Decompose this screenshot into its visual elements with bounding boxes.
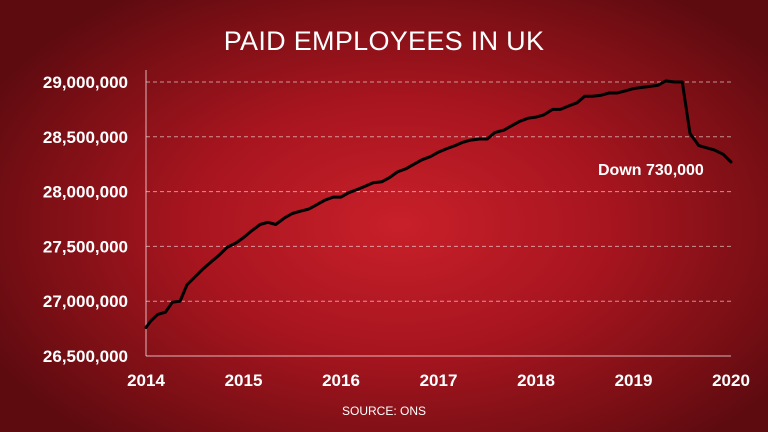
x-tick-label: 2019: [615, 371, 653, 390]
series-line: [144, 79, 733, 329]
annotation-label: Down 730,000: [598, 162, 704, 179]
y-tick-label: 27,500,000: [43, 237, 128, 256]
y-tick-label: 29,000,000: [43, 73, 128, 92]
x-tick-label: 2018: [517, 371, 555, 390]
y-tick-label: 28,000,000: [43, 183, 128, 202]
y-tick-label: 26,500,000: [43, 347, 128, 366]
y-tick-label: 27,000,000: [43, 292, 128, 311]
source-note: SOURCE: ONS: [341, 404, 426, 418]
chart-title: PAID EMPLOYEES IN UK: [223, 26, 545, 56]
x-tick-label: 2020: [712, 371, 750, 390]
x-tick-label: 2016: [322, 371, 360, 390]
y-tick-label: 28,500,000: [43, 128, 128, 147]
x-tick-label: 2015: [225, 371, 263, 390]
x-tick-label: 2014: [127, 371, 165, 390]
x-tick-label: 2017: [420, 371, 458, 390]
